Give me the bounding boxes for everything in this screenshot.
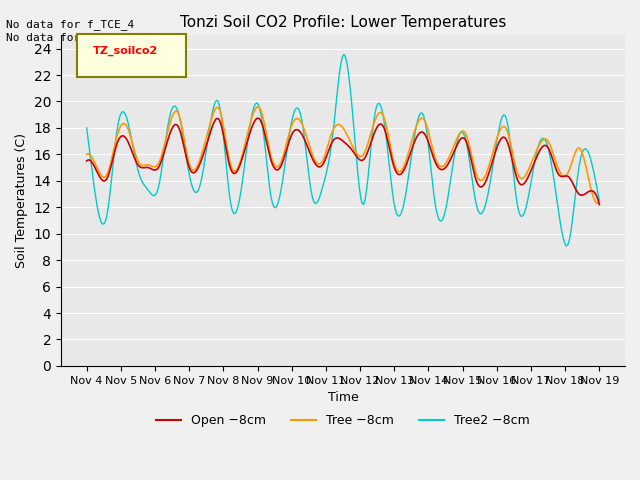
X-axis label: Time: Time (328, 391, 358, 404)
Y-axis label: Soil Temperatures (C): Soil Temperatures (C) (15, 133, 28, 268)
Legend: Open −8cm, Tree −8cm, Tree2 −8cm: Open −8cm, Tree −8cm, Tree2 −8cm (151, 409, 535, 432)
Text: TZ_soilco2: TZ_soilco2 (93, 45, 158, 56)
Title: Tonzi Soil CO2 Profile: Lower Temperatures: Tonzi Soil CO2 Profile: Lower Temperatur… (180, 15, 506, 30)
Text: No data for f_TCE_4
No data for f_TCW_4: No data for f_TCE_4 No data for f_TCW_4 (6, 19, 134, 43)
